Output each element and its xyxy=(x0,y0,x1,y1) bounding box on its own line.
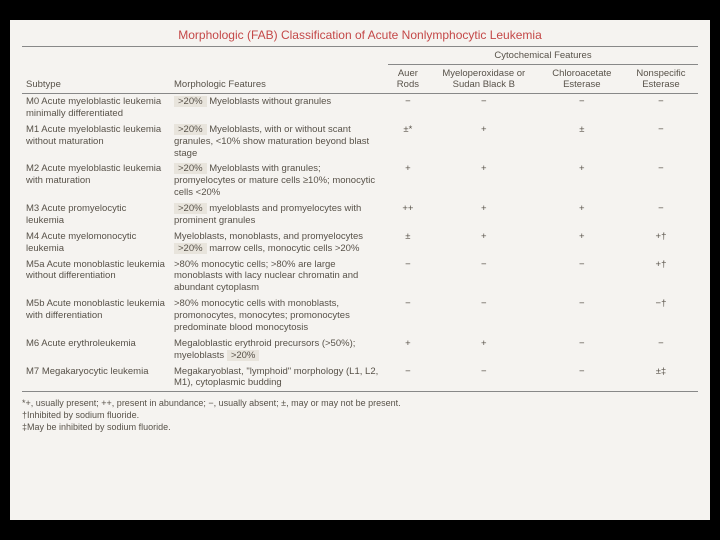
cell-auer: − xyxy=(388,257,428,297)
footnotes: *+, usually present; ++, present in abun… xyxy=(22,398,698,433)
cell-mpo: + xyxy=(428,201,540,229)
cell-cae: − xyxy=(540,257,624,297)
table-row: M0 Acute myeloblastic leukemia minimally… xyxy=(22,94,698,122)
table-row: M4 Acute myelomonocytic leukemia Myelobl… xyxy=(22,229,698,257)
cell-mpo: + xyxy=(428,229,540,257)
cell-cae: − xyxy=(540,296,624,336)
col-cyto-group: Cytochemical Features xyxy=(388,47,698,65)
cell-subtype: M6 Acute erythroleukemia xyxy=(22,336,170,364)
col-mpo: Myeloperoxidase or Sudan Black B xyxy=(428,65,540,94)
cell-nse: − xyxy=(624,161,698,201)
table-row: M6 Acute erythroleukemia Megaloblastic e… xyxy=(22,336,698,364)
cell-cae: ± xyxy=(540,122,624,162)
cell-subtype: M5b Acute monoblastic leukemia with diff… xyxy=(22,296,170,336)
cell-mpo: − xyxy=(428,296,540,336)
cell-auer: ±* xyxy=(388,122,428,162)
cell-mpo: + xyxy=(428,161,540,201)
cell-subtype: M2 Acute myeloblastic leukemia with matu… xyxy=(22,161,170,201)
col-auer: Auer Rods xyxy=(388,65,428,94)
cell-subtype: M0 Acute myeloblastic leukemia minimally… xyxy=(22,94,170,122)
cell-nse: − xyxy=(624,94,698,122)
cell-nse: +† xyxy=(624,229,698,257)
cell-auer: ++ xyxy=(388,201,428,229)
cell-morph: >20% Myeloblasts without granules xyxy=(170,94,388,122)
footnote: ‡May be inhibited by sodium fluoride. xyxy=(22,422,698,434)
cell-cae: + xyxy=(540,201,624,229)
table-body: M0 Acute myeloblastic leukemia minimally… xyxy=(22,94,698,392)
cell-subtype: M5a Acute monoblastic leukemia without d… xyxy=(22,257,170,297)
cell-nse: +† xyxy=(624,257,698,297)
cell-cae: − xyxy=(540,336,624,364)
col-cae: Chloroacetate Esterase xyxy=(540,65,624,94)
cell-auer: − xyxy=(388,364,428,392)
footnote: †Inhibited by sodium fluoride. xyxy=(22,410,698,422)
cell-morph: >20% Myeloblasts, with or without scant … xyxy=(170,122,388,162)
cell-morph: >20% myeloblasts and promyelocytes with … xyxy=(170,201,388,229)
cell-nse: − xyxy=(624,336,698,364)
cell-mpo: − xyxy=(428,257,540,297)
cell-nse: − xyxy=(624,122,698,162)
cell-morph: >20% Myeloblasts with granules; promyelo… xyxy=(170,161,388,201)
cell-cae: − xyxy=(540,364,624,392)
table-title: Morphologic (FAB) Classification of Acut… xyxy=(22,28,698,42)
table-row: M5a Acute monoblastic leukemia without d… xyxy=(22,257,698,297)
cell-cae: + xyxy=(540,161,624,201)
cell-auer: ± xyxy=(388,229,428,257)
cell-auer: − xyxy=(388,94,428,122)
table-row: M1 Acute myeloblastic leukemia without m… xyxy=(22,122,698,162)
cell-subtype: M7 Megakaryocytic leukemia xyxy=(22,364,170,392)
table-row: M3 Acute promyelocytic leukemia >20% mye… xyxy=(22,201,698,229)
col-morph: Morphologic Features xyxy=(170,47,388,94)
cell-mpo: + xyxy=(428,336,540,364)
cell-morph: >80% monocytic cells with monoblasts, pr… xyxy=(170,296,388,336)
cell-auer: + xyxy=(388,336,428,364)
fab-classification-table: Subtype Morphologic Features Cytochemica… xyxy=(22,46,698,392)
cell-mpo: − xyxy=(428,94,540,122)
cell-nse: −† xyxy=(624,296,698,336)
cell-subtype: M1 Acute myeloblastic leukemia without m… xyxy=(22,122,170,162)
cell-auer: + xyxy=(388,161,428,201)
cell-morph: >80% monocytic cells; >80% are large mon… xyxy=(170,257,388,297)
table-row: M5b Acute monoblastic leukemia with diff… xyxy=(22,296,698,336)
cell-auer: − xyxy=(388,296,428,336)
footnote: *+, usually present; ++, present in abun… xyxy=(22,398,698,410)
table-row: M2 Acute myeloblastic leukemia with matu… xyxy=(22,161,698,201)
cell-cae: − xyxy=(540,94,624,122)
cell-cae: + xyxy=(540,229,624,257)
table-page: Morphologic (FAB) Classification of Acut… xyxy=(10,20,710,520)
cell-nse: ±‡ xyxy=(624,364,698,392)
cell-nse: − xyxy=(624,201,698,229)
col-subtype: Subtype xyxy=(22,47,170,94)
cell-morph: Megaloblastic erythroid precursors (>50%… xyxy=(170,336,388,364)
table-row: M7 Megakaryocytic leukemia Megakaryoblas… xyxy=(22,364,698,392)
cell-morph: Megakaryoblast, "lymphoid" morphology (L… xyxy=(170,364,388,392)
col-nse: Nonspecific Esterase xyxy=(624,65,698,94)
cell-mpo: − xyxy=(428,364,540,392)
cell-subtype: M4 Acute myelomonocytic leukemia xyxy=(22,229,170,257)
cell-morph: Myeloblasts, monoblasts, and promyelocyt… xyxy=(170,229,388,257)
cell-subtype: M3 Acute promyelocytic leukemia xyxy=(22,201,170,229)
cell-mpo: + xyxy=(428,122,540,162)
